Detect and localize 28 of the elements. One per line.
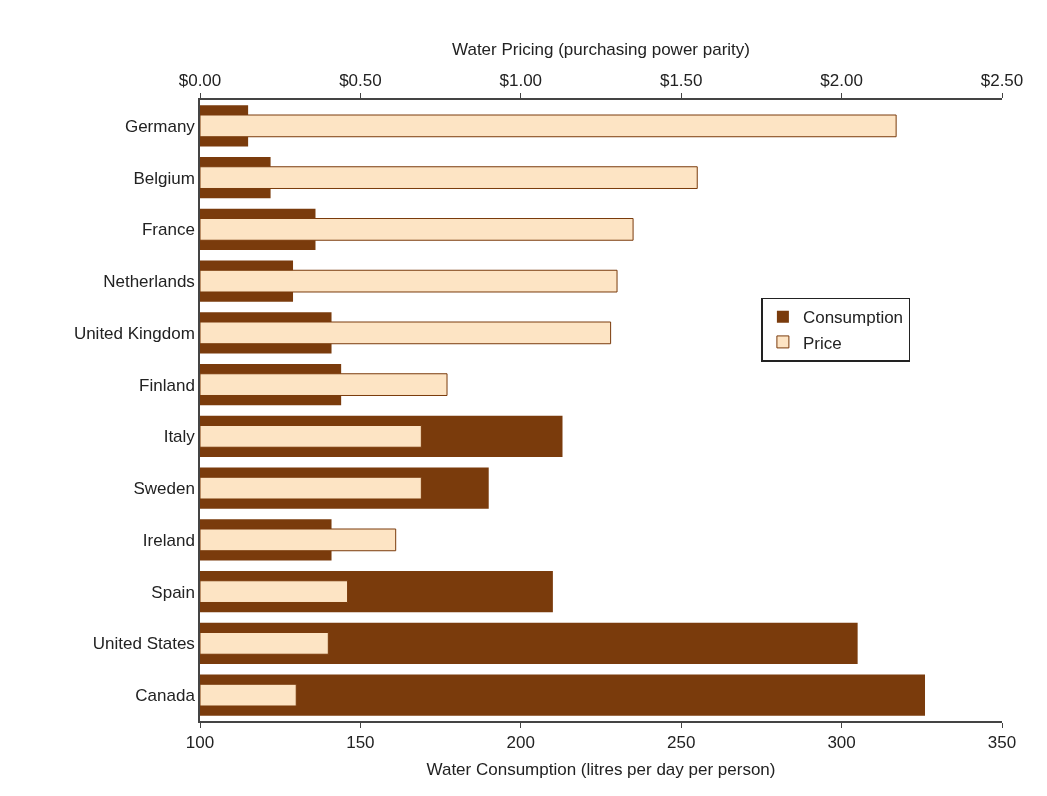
- x2-tick-label: $1.00: [499, 71, 543, 91]
- x2-tick-label: $0.00: [178, 71, 222, 91]
- x-axis-title: Water Consumption (litres per day per person): [426, 760, 776, 780]
- x-tick-label: 250: [667, 733, 696, 753]
- y-tick-label: Germany: [124, 116, 196, 136]
- y-tick-label: United Kingdom: [73, 323, 195, 343]
- legend-label: Price: [802, 333, 842, 353]
- y-tick-label: Sweden: [133, 479, 195, 499]
- x-tick-label: 350: [987, 733, 1017, 753]
- y-tick-label: United States: [92, 634, 195, 654]
- x2-tick-label: $2.00: [820, 71, 863, 91]
- y-tick-label: Netherlands: [103, 272, 195, 292]
- y-tick-label: Finland: [139, 375, 195, 395]
- y-tick-label: Italy: [163, 427, 196, 447]
- y-tick-label: Spain: [151, 582, 195, 602]
- x2-tick-label: $2.50: [980, 71, 1024, 91]
- x-tick-label: 200: [506, 733, 535, 753]
- x2-tick-label: $1.50: [659, 71, 703, 91]
- x-tick-label: 150: [346, 733, 375, 753]
- y-tick-label: Belgium: [133, 168, 195, 188]
- y-tick-label: Canada: [135, 686, 196, 706]
- y-tick-label: France: [141, 220, 195, 240]
- x2-axis-title: Water Pricing (purchasing power parity): [452, 39, 750, 59]
- x-tick-label: 300: [827, 733, 856, 753]
- x-tick-label: 100: [185, 733, 215, 753]
- legend-label: Consumption: [802, 308, 904, 328]
- x2-tick-label: $0.50: [339, 71, 382, 91]
- y-tick-label: Ireland: [142, 530, 195, 550]
